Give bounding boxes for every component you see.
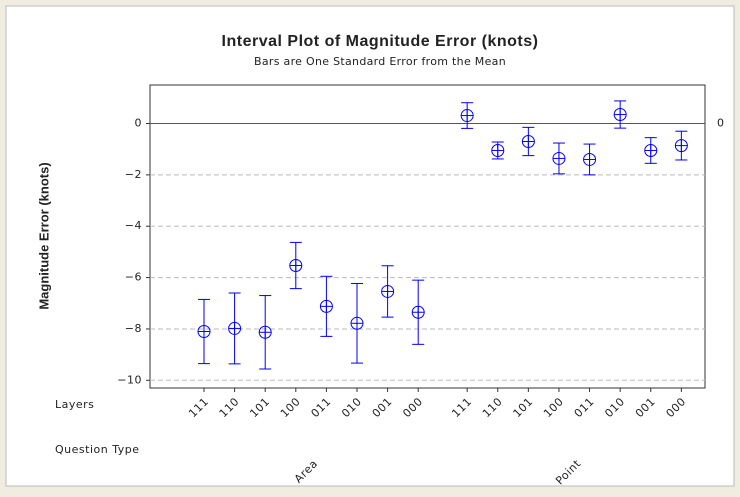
plot-frame bbox=[149, 84, 706, 389]
y-tick-label: −8 bbox=[125, 322, 142, 335]
y-tick-label: −10 bbox=[117, 373, 142, 386]
chart-title: Interval Plot of Magnitude Error (knots) bbox=[222, 33, 539, 50]
y-tick-label: 0 bbox=[135, 117, 143, 130]
chart-subtitle: Bars are One Standard Error from the Mea… bbox=[254, 55, 506, 68]
y-axis-label: Magnitude Error (knots) bbox=[36, 162, 51, 309]
reference-label: 0 bbox=[717, 117, 725, 130]
y-tick-label: −2 bbox=[125, 168, 142, 181]
y-tick-label: −4 bbox=[125, 219, 142, 232]
x-row-label: Question Type bbox=[55, 443, 139, 456]
y-tick-label: −6 bbox=[125, 271, 142, 284]
x-row-label: Layers bbox=[55, 398, 94, 411]
